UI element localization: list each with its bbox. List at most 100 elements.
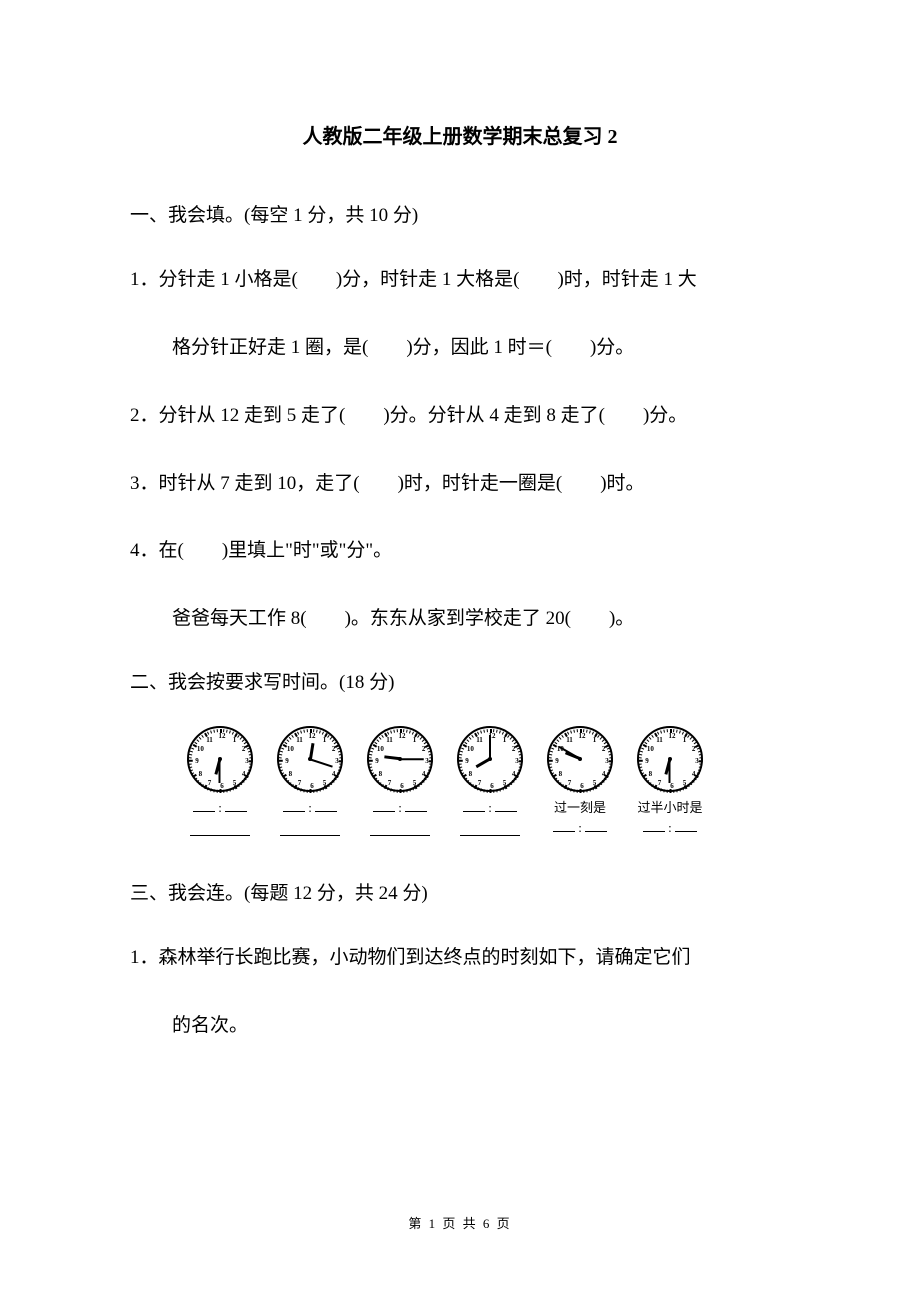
clock-tick [280,770,283,772]
clock-tick [673,790,674,793]
clock-number: 12 [666,732,678,740]
clock-tick [460,751,463,753]
clock-tick [310,789,312,793]
clock-tick [573,789,575,792]
clock-tick [640,770,643,772]
clock-tick [609,760,613,762]
clock-tick [307,729,308,732]
clock-tick [281,748,284,750]
clock-number: 12 [576,732,588,740]
clock-tick [502,732,504,735]
clock-tick [220,729,222,733]
clock-tick [551,748,554,750]
clock-tick [592,787,594,790]
clock-tick [390,789,392,792]
clock-tick [487,729,488,732]
clock-tick [332,780,335,783]
clock-number: 9 [551,757,563,765]
clock-number: 9 [191,757,203,765]
clock-center [218,757,222,761]
minute-hand [310,758,333,767]
clock-tick [322,787,324,790]
clock-tick [244,778,247,781]
clock-tick [567,787,569,790]
clock-face: 121234567891011 [277,726,343,792]
clock-tick [493,790,494,793]
clock-tick [480,789,482,792]
clock-tick [280,751,283,753]
clock-tick [604,778,607,781]
clock-tick [210,731,212,734]
clock-tick [232,732,234,735]
clock-number: 9 [641,757,653,765]
clock-tick [682,732,684,735]
clock-tick [589,731,591,734]
clock-tick [639,760,643,762]
clock-tick [609,754,612,756]
clock-tick [387,732,389,735]
clock-tick [207,732,209,735]
clock-tick [660,731,662,734]
blank-fill [283,798,305,812]
blank-fill [495,798,517,812]
clock-tick [429,767,432,769]
clock-tick [232,787,234,790]
clock-tick [300,731,302,734]
clock-tick [646,739,649,742]
clock-label-text: 过半小时是 [637,798,702,818]
clock-tick [303,730,305,733]
clock-tick [279,767,282,769]
clock-tick [196,739,199,742]
clock-tick [550,751,553,753]
clock-tick [679,731,681,734]
clock-tick [502,787,504,790]
clock-tick [477,732,479,735]
clock-tick [570,789,572,792]
clock-tick [583,790,584,793]
clock-tick [319,731,321,734]
clock-tick [641,748,644,750]
clock-tick [602,780,605,783]
clock-tick [370,770,373,772]
clock-tick [459,767,462,769]
clock-tick [310,729,312,733]
clock-tick [459,754,462,756]
clock-tick [490,789,492,793]
clock-tick [679,789,681,792]
clock-tick [279,754,282,756]
clock-tick [649,737,652,740]
clock-number: 9 [461,757,473,765]
clock-label: : [370,798,430,836]
clock-tick [424,778,427,781]
clock-tick [393,730,395,733]
question-1-line2: 格分针正好走 1 圈，是( )分，因此 1 时＝( )分。 [130,327,790,369]
clock-tick [390,731,392,734]
clock-tick [249,754,252,756]
clock-tick [393,789,395,792]
clock-tick [490,729,492,733]
clock-tick [699,760,703,762]
clock-tick [283,745,287,748]
clock-tick [322,732,324,735]
clock-tick [694,778,697,781]
clock-tick [556,739,559,742]
clock-tick [480,731,482,734]
clock-tick [303,789,305,792]
clock-tick [567,732,569,735]
clock-tick [369,754,372,756]
clock-tick [190,751,193,753]
clock-tick [189,767,192,769]
clock-tick [549,754,552,756]
clock-tick [210,789,212,792]
clock-tick [189,760,193,762]
clock-tick [289,737,292,740]
clock-tick [400,789,402,793]
clock-tick [213,789,215,792]
page-footer: 第 1 页 共 6 页 [0,1213,920,1232]
clock-tick [429,760,433,762]
clock-tick [217,729,218,732]
minute-hand [400,758,424,760]
clock-tick [199,737,202,740]
clock-tick [412,732,414,735]
blank-fill [373,798,395,812]
